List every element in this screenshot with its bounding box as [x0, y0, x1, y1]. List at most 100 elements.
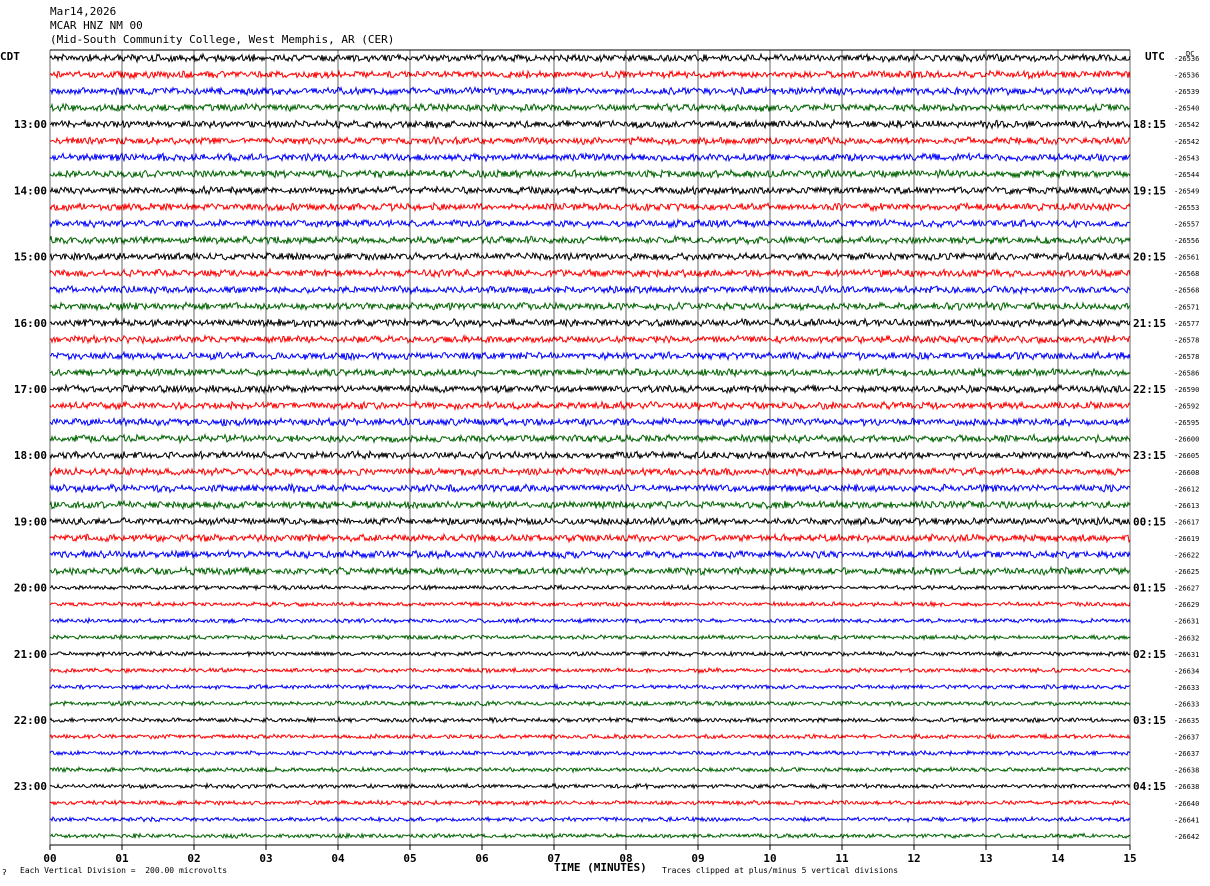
dc-offset-label: -26640: [1174, 800, 1199, 808]
x-tick-label: 02: [187, 852, 200, 865]
x-tick-label: 15: [1123, 852, 1136, 865]
corner-mark: ʔ: [2, 868, 7, 877]
dc-offset-label: -26637: [1174, 750, 1199, 758]
dc-offset-label: -26590: [1174, 386, 1199, 394]
trace-line-1: [49, 52, 1131, 64]
utc-time-label: 22:15: [1133, 383, 1166, 396]
trace-line-15: [49, 284, 1131, 296]
trace-line-19: [49, 350, 1131, 362]
trace-line-22: [49, 399, 1131, 412]
utc-time-label: 03:15: [1133, 714, 1166, 727]
dc-offset-label: -26619: [1174, 535, 1199, 543]
x-tick-label: 10: [763, 852, 776, 865]
dc-offset-label: -26592: [1174, 403, 1199, 411]
trace-line-17: [49, 317, 1131, 329]
trace-line-31: [49, 548, 1131, 560]
dc-offset-label: -26595: [1174, 419, 1199, 427]
trace-line-41: [49, 715, 1131, 725]
x-tick-label: 12: [907, 852, 920, 865]
dc-offset-label: -26634: [1174, 667, 1199, 675]
x-tick-label: 13: [979, 852, 992, 865]
trace-line-14: [49, 267, 1131, 279]
dc-offset-label: -26542: [1174, 121, 1199, 129]
trace-line-26: [49, 466, 1131, 478]
x-tick-label: 00: [43, 852, 56, 865]
dc-offset-label: -26536: [1174, 72, 1199, 80]
utc-time-label: 21:15: [1133, 317, 1166, 330]
utc-time-label: 02:15: [1133, 648, 1166, 661]
trace-line-29: [49, 516, 1131, 527]
clip-note: Traces clipped at plus/minus 5 vertical …: [662, 866, 899, 875]
cdt-time-label: 14:00: [14, 184, 47, 197]
dc-offset-label: -26577: [1174, 320, 1199, 328]
dc-offset-label: -26556: [1174, 237, 1199, 245]
utc-time-label: 18:15: [1133, 118, 1166, 131]
trace-line-44: [49, 765, 1131, 774]
trace-line-7: [49, 151, 1131, 163]
dc-offset-label: -26638: [1174, 783, 1199, 791]
cdt-time-label: 15:00: [14, 251, 47, 264]
trace-line-25: [49, 449, 1131, 462]
trace-line-33: [49, 583, 1131, 592]
cdt-time-label: 19:00: [14, 515, 47, 528]
trace-line-4: [49, 102, 1130, 114]
trace-line-27: [49, 482, 1131, 495]
trace-line-30: [49, 532, 1131, 544]
x-axis-title: TIME (MINUTES): [554, 861, 647, 874]
utc-time-label: 04:15: [1133, 780, 1166, 793]
dc-offset-label: -26536: [1174, 55, 1199, 63]
x-tick-label: 01: [115, 852, 129, 865]
x-tick-label: 07: [547, 852, 560, 865]
trace-line-11: [49, 217, 1131, 230]
dc-offset-label: -26617: [1174, 518, 1199, 526]
trace-line-45: [49, 781, 1131, 791]
dc-offset-label: -26568: [1174, 270, 1199, 278]
trace-line-3: [49, 85, 1131, 97]
dc-offset-label: -26631: [1174, 618, 1199, 626]
dc-offset-label: -26549: [1174, 187, 1199, 195]
dc-offset-label: -26544: [1174, 171, 1199, 179]
dc-offset-label: -26608: [1174, 469, 1199, 477]
x-tick-label: 04: [331, 852, 345, 865]
utc-time-label: 00:15: [1133, 515, 1166, 528]
cdt-time-label: 23:00: [14, 780, 47, 793]
dc-offset-label: -26539: [1174, 88, 1199, 96]
trace-line-9: [49, 184, 1131, 196]
grid-lines: [49, 49, 1131, 850]
dc-offset-label: -26637: [1174, 734, 1199, 742]
dc-offset-label: -26605: [1174, 452, 1199, 460]
trace-line-46: [49, 798, 1131, 807]
dc-offset-label: -26586: [1174, 369, 1199, 377]
trace-line-16: [49, 300, 1131, 312]
trace-line-32: [49, 565, 1131, 577]
trace-line-40: [49, 699, 1131, 708]
trace-line-24: [49, 432, 1131, 445]
utc-time-label: 01:15: [1133, 582, 1166, 595]
x-tick-label: 05: [403, 852, 416, 865]
trace-line-23: [49, 416, 1131, 428]
cdt-time-label: 21:00: [14, 648, 47, 661]
utc-time-label: 23:15: [1133, 449, 1166, 462]
station-label: MCAR HNZ NM 00: [50, 19, 143, 32]
dc-offset-label: -26638: [1174, 767, 1199, 775]
dc-offset-label: -26632: [1174, 634, 1199, 642]
dc-offset-label: -26600: [1174, 436, 1199, 444]
dc-offset-label: -26631: [1174, 651, 1199, 659]
x-tick-label: 14: [1051, 852, 1065, 865]
dc-offset-label: -26622: [1174, 552, 1199, 560]
dc-offset-label: -26641: [1174, 816, 1199, 824]
dc-offset-label: -26635: [1174, 717, 1199, 725]
dc-offset-label: -26633: [1174, 684, 1199, 692]
utc-axis-label: UTC: [1145, 50, 1165, 63]
dc-offset-label: -26642: [1174, 833, 1199, 841]
trace-line-6: [49, 135, 1131, 147]
dc-offset-label: -26612: [1174, 485, 1199, 493]
dc-label: DC: [1186, 50, 1195, 58]
dc-offset-label: -26627: [1174, 585, 1199, 593]
cdt-time-label: 17:00: [14, 383, 47, 396]
trace-line-5: [49, 118, 1131, 130]
trace-line-8: [49, 168, 1131, 180]
x-tick-label: 08: [619, 852, 632, 865]
dc-offset-label: -26542: [1174, 138, 1199, 146]
